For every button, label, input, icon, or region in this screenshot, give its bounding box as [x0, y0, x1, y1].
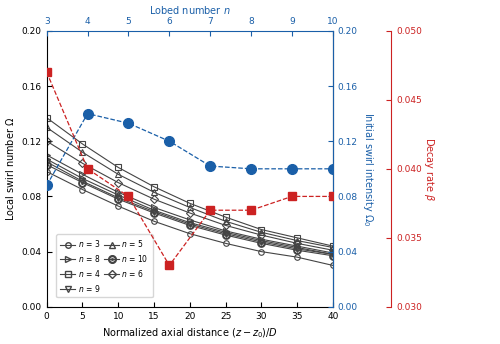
X-axis label: Normalized axial distance $(z-z_0)/D$: Normalized axial distance $(z-z_0)/D$: [102, 326, 278, 340]
Y-axis label: Initial swirl intensity $\Omega_0$: Initial swirl intensity $\Omega_0$: [360, 111, 374, 226]
Y-axis label: Local swirl number $\Omega$: Local swirl number $\Omega$: [4, 117, 16, 221]
Y-axis label: Decay rate $\beta$: Decay rate $\beta$: [422, 137, 436, 201]
X-axis label: Lobed number $n$: Lobed number $n$: [149, 4, 230, 16]
Legend: $n$ = 3, $n$ = 8, $n$ = 4, $n$ = 9, $n$ = 5, $n$ = 10, $n$ = 6: $n$ = 3, $n$ = 8, $n$ = 4, $n$ = 9, $n$ …: [56, 234, 152, 298]
